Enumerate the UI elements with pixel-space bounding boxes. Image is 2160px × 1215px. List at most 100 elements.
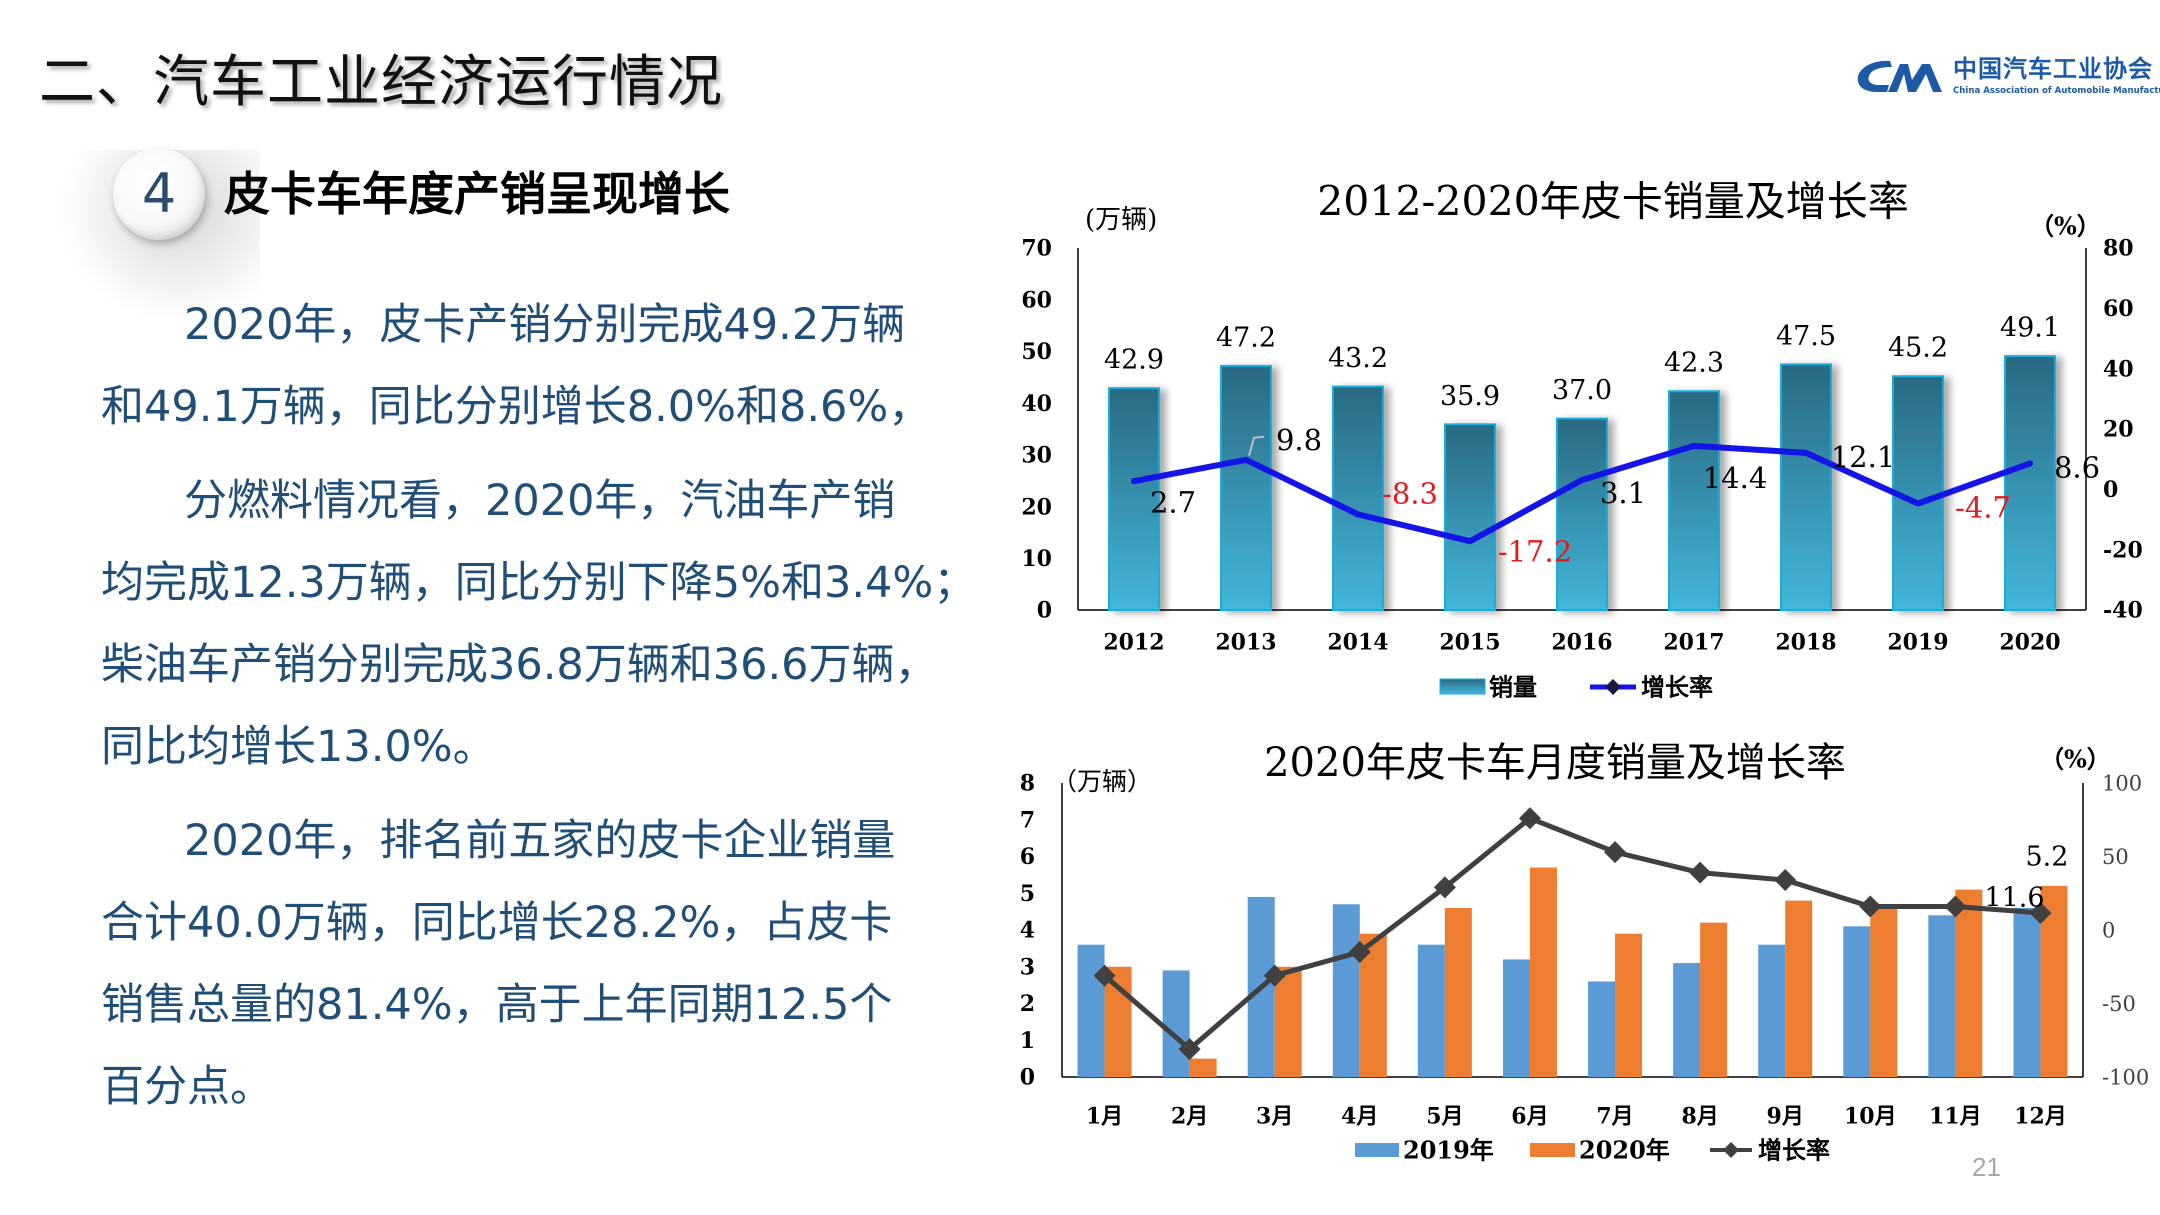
y-tick-label-right: -20 [2103,537,2143,563]
growth-data-label: 14.4 [1703,461,1768,495]
bar-data-label: 49.1 [2000,313,2060,344]
text-line: 销售总量的81.4%，高于上年同期12.5个 [101,980,893,1030]
chart-title: 2020年皮卡车月度销量及增长率 [1264,740,1846,786]
y-tick-label-right: -40 [2103,598,2143,624]
y-tick-label-left: 40 [1021,391,1052,417]
y-axis-unit-left: (万辆) [1085,205,1157,235]
bar-2019 [2013,907,2041,1077]
bar-sales [1780,363,1832,611]
text-line: 百分点。 [101,1062,273,1112]
legend-diamond-marker-icon [1605,679,1621,695]
paragraph-fuel-type: 分燃料情况看，2020年，汽油车产销 均完成12.3万辆，同比分别下降5%和3.… [101,460,1001,788]
bar-data-label: 42.9 [1104,345,1164,376]
legend-diamond-marker-icon [1723,1142,1739,1158]
growth-rate-diamond-marker [1689,861,1712,884]
logo-c-swoosh [1857,60,1892,92]
growth-rate-diamond-marker [1774,869,1797,892]
bar-2019 [1502,959,1530,1077]
growth-rate-diamond-marker [1348,941,1371,964]
bar-sales [1556,417,1608,611]
legend-label-2020: 2020年 [1579,1135,1670,1164]
y-tick-label-right: -100 [2102,1065,2149,1089]
y-tick-label-left: 0 [1020,1065,1035,1091]
y-tick-label-right: -50 [2102,992,2136,1016]
bar-sales [1108,387,1160,611]
x-tick-label: 5月 [1426,1104,1463,1130]
growth-rate-point [1803,449,1809,456]
growth-rate-diamond-marker [1518,807,1541,830]
y-axis-unit-right: （%） [2030,211,2101,240]
y-tick-label-left: 7 [1020,807,1035,833]
bar-2019 [1758,944,1786,1077]
bar-2019 [1673,963,1701,1077]
y-tick-label-right: 100 [2102,771,2142,795]
growth-data-label: 12.1 [1831,440,1896,474]
legend-swatch-2020 [1530,1143,1575,1157]
chart-marks: 0 1 2 3 4 5 6 7 8 -100 -50 0 50 100 5.2 11.6 1月 2月 3月 4月 5月 6… [1020,771,2150,1165]
y-tick-label-left: 60 [1021,287,1052,313]
legend-label-sales: 销量 [1489,672,1537,701]
growth-rate-point [1355,511,1361,518]
growth-rate-diamond-marker [1944,895,1967,918]
bar-2020 [1700,922,1728,1077]
x-tick-label: 11月 [1929,1104,1982,1130]
growth-rate-diamond-marker [1433,876,1456,899]
x-tick-label: 2015 [1439,630,1500,656]
logo-name-en: China Association of Automobile Manufact… [1953,86,2160,96]
x-tick-label: 6月 [1511,1104,1548,1130]
paragraph-top-five: 2020年，排名前五家的皮卡企业销量 合计40.0万辆，同比增长28.2%，占皮… [101,800,1001,1128]
growth-rate-diamond-marker [1859,895,1882,918]
x-tick-label: 2016 [1551,630,1612,656]
bar-data-label: 47.2 [1216,322,1276,353]
growth-data-label: 2.7 [1150,485,1196,519]
bar-data-label: 45.2 [1888,333,1948,364]
y-tick-label-left: 30 [1021,443,1052,469]
growth-rate-point [1243,456,1249,463]
bar-2019 [1332,904,1360,1077]
bar-2019 [1928,915,1956,1077]
y-tick-label-right: 20 [2103,417,2134,443]
bar-2020 [1955,889,1983,1077]
chart-title: 2012-2020年皮卡销量及增长率 [1317,177,1909,225]
growth-rate-line [1102,815,2041,1052]
growth-rate-point [2027,460,2033,467]
monthly-sales-growth-chart: 2020年皮卡车月度销量及增长率 （万辆） （%） 0 1 2 3 4 5 6 7 8 -100 -… [1020,740,2150,1165]
growth-data-label: 9.8 [1276,423,1322,457]
slide-section-title: 二、汽车工业经济运行情况 [39,50,723,115]
x-tick-label: 2月 [1171,1104,1208,1130]
x-tick-label: 2019 [1887,630,1948,656]
y-tick-label-left: 4 [1020,918,1035,944]
growth-rate-diamond-marker [2029,901,2052,924]
bar-2020 [1104,966,1132,1077]
y-axis-unit-right: （%） [2040,744,2111,773]
paragraph-annual-output: 2020年，皮卡产销分别完成49.2万辆 和49.1万辆，同比分别增长8.0%和… [101,284,1001,448]
y-tick-label-left: 2 [1020,991,1035,1017]
y-tick-label-right: 0 [2103,477,2118,503]
bar-sales [1220,364,1272,611]
section-heading: 皮卡车年度产销呈现增长 [224,167,730,221]
bar-2020 [1785,900,1813,1077]
text-line: 同比均增长13.0%。 [101,722,496,772]
page-number: 21 [1972,1152,2001,1182]
growth-rate-point [1579,476,1585,483]
bar-data-label: 37.0 [1552,375,1612,406]
bar-data-label: 35.9 [1440,381,1500,412]
y-tick-label-left: 0 [1037,598,1052,624]
text-line: 均完成12.3万辆，同比分别下降5%和3.4%； [101,558,977,608]
y-tick-label-right: 50 [2102,845,2129,869]
y-tick-label-right: 60 [2103,296,2134,322]
growth-data-label: 8.6 [2054,451,2100,485]
body-text: 2020年，皮卡产销分别完成49.2万辆 和49.1万辆，同比分别增长8.0%和… [101,284,1001,1140]
x-tick-label: 3月 [1256,1104,1293,1130]
annual-sales-growth-chart: 2012-2020年皮卡销量及增长率 (万辆) （%） 0 10 20 30 40 50 6… [1021,177,2142,702]
x-tick-label: 9月 [1767,1104,1804,1130]
y-tick-label-left: 5 [1020,881,1035,907]
bar-2019 [1417,944,1445,1077]
x-tick-label: 8月 [1681,1104,1718,1130]
y-tick-label-right: 0 [2102,918,2115,942]
legend-label-growth: 增长率 [1641,672,1713,701]
x-tick-label: 2012 [1103,630,1164,656]
x-tick-label: 7月 [1596,1104,1633,1130]
text-line: 2020年，排名前五家的皮卡企业销量 [184,816,896,866]
chart-marks: 0 10 20 30 40 50 60 70 -40 -20 0 20 40 60 80 42.9 47.2 43… [1021,236,2142,702]
